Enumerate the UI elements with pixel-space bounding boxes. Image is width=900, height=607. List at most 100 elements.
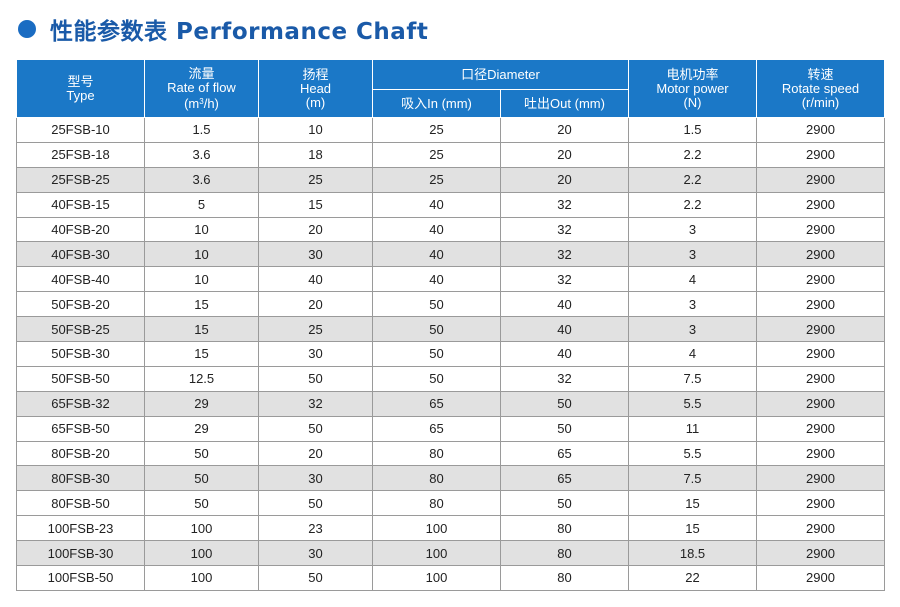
table-row: 40FSB-30 10 30 40 32 3 2900 — [16, 241, 885, 268]
cell-power: 1.5 — [628, 117, 757, 143]
table-row: 25FSB-18 3.6 18 25 20 2.2 2900 — [16, 141, 885, 168]
cell-out: 32 — [500, 216, 629, 243]
cell-head: 50 — [258, 365, 373, 392]
cell-out: 40 — [500, 316, 629, 343]
cell-power: 4 — [628, 266, 757, 293]
table-row: 50FSB-30 15 30 50 40 4 2900 — [16, 341, 885, 367]
cell-flow: 5 — [144, 191, 259, 218]
cell-speed: 2900 — [756, 316, 885, 343]
cell-head: 25 — [258, 166, 373, 193]
cell-type: 40FSB-15 — [16, 191, 145, 218]
cell-head: 30 — [258, 540, 373, 567]
cell-head: 15 — [258, 191, 373, 218]
cell-in: 50 — [372, 365, 501, 392]
cell-type: 65FSB-50 — [16, 415, 145, 442]
table-row: 80FSB-20 50 20 80 65 5.5 2900 — [16, 440, 885, 467]
col-power-en: Motor power — [656, 80, 729, 96]
cell-type: 80FSB-20 — [16, 440, 145, 467]
cell-power: 5.5 — [628, 440, 757, 467]
col-header-diameter-in: 吸入In (mm) — [372, 89, 501, 118]
cell-speed: 2900 — [756, 440, 885, 467]
col-head-en: Head — [299, 80, 332, 96]
cell-out: 65 — [500, 465, 629, 492]
col-flow-unit: (m3/h) — [146, 95, 258, 111]
cell-speed: 2900 — [756, 141, 885, 168]
cell-head: 50 — [258, 490, 373, 517]
cell-in: 65 — [372, 390, 501, 417]
cell-power: 11 — [628, 415, 757, 442]
col-head-cn: 扬程 — [302, 66, 329, 82]
cell-flow: 3.6 — [144, 166, 259, 193]
cell-power: 2.2 — [628, 166, 757, 193]
cell-out: 20 — [500, 141, 629, 168]
cell-in: 100 — [372, 515, 501, 542]
col-power-cn: 电机功率 — [666, 66, 719, 82]
cell-out: 50 — [500, 415, 629, 442]
cell-speed: 2900 — [756, 490, 885, 517]
cell-out: 80 — [500, 515, 629, 542]
cell-power: 5.5 — [628, 390, 757, 417]
cell-type: 40FSB-30 — [16, 241, 145, 268]
cell-flow: 12.5 — [144, 365, 259, 392]
cell-flow: 29 — [144, 415, 259, 442]
cell-out: 50 — [500, 490, 629, 517]
cell-power: 15 — [628, 515, 757, 542]
cell-speed: 2900 — [756, 365, 885, 392]
cell-speed: 2900 — [756, 390, 885, 417]
cell-out: 20 — [500, 117, 629, 143]
cell-speed: 2900 — [756, 216, 885, 243]
cell-in: 65 — [372, 415, 501, 442]
col-header-power: 电机功率 Motor power (N) — [628, 59, 757, 118]
table-row: 40FSB-40 10 40 40 32 4 2900 — [16, 266, 885, 293]
cell-out: 65 — [500, 440, 629, 467]
col-header-head: 扬程 Head (m) — [258, 59, 373, 118]
cell-power: 3 — [628, 216, 757, 243]
table-row: 40FSB-15 5 15 40 32 2.2 2900 — [16, 191, 885, 218]
cell-head: 30 — [258, 241, 373, 268]
cell-type: 40FSB-40 — [16, 266, 145, 293]
cell-speed: 2900 — [756, 565, 885, 591]
cell-in: 25 — [372, 117, 501, 143]
cell-out: 32 — [500, 241, 629, 268]
cell-out: 40 — [500, 341, 629, 367]
table-row: 50FSB-25 15 25 50 40 3 2900 — [16, 316, 885, 343]
cell-speed: 2900 — [756, 191, 885, 218]
cell-out: 40 — [500, 291, 629, 318]
cell-type: 50FSB-20 — [16, 291, 145, 318]
cell-power: 15 — [628, 490, 757, 517]
cell-speed: 2900 — [756, 540, 885, 567]
cell-flow: 1.5 — [144, 117, 259, 143]
col-flow-unit-sup: 3 — [199, 96, 204, 106]
cell-flow: 50 — [144, 490, 259, 517]
table-row: 65FSB-50 29 50 65 50 11 2900 — [16, 415, 885, 442]
table-row: 100FSB-50 100 50 100 80 22 2900 — [16, 565, 885, 591]
cell-out: 32 — [500, 191, 629, 218]
cell-head: 30 — [258, 465, 373, 492]
cell-in: 40 — [372, 241, 501, 268]
cell-head: 20 — [258, 216, 373, 243]
cell-in: 25 — [372, 166, 501, 193]
cell-flow: 10 — [144, 241, 259, 268]
cell-speed: 2900 — [756, 266, 885, 293]
cell-head: 25 — [258, 316, 373, 343]
table-row: 25FSB-10 1.5 10 25 20 1.5 2900 — [16, 117, 885, 143]
table-header: 型号 Type 流量 Rate of flow (m3/h) 扬程 Head (… — [16, 59, 885, 118]
cell-head: 20 — [258, 291, 373, 318]
cell-type: 65FSB-32 — [16, 390, 145, 417]
cell-out: 50 — [500, 390, 629, 417]
cell-flow: 50 — [144, 440, 259, 467]
table-row: 80FSB-50 50 50 80 50 15 2900 — [16, 490, 885, 517]
col-speed-en: Rotate speed — [781, 80, 860, 96]
cell-out: 32 — [500, 266, 629, 293]
cell-power: 3 — [628, 291, 757, 318]
cell-head: 30 — [258, 341, 373, 367]
cell-out: 32 — [500, 365, 629, 392]
table-row: 80FSB-30 50 30 80 65 7.5 2900 — [16, 465, 885, 492]
cell-speed: 2900 — [756, 515, 885, 542]
cell-out: 80 — [500, 540, 629, 567]
table-row: 40FSB-20 10 20 40 32 3 2900 — [16, 216, 885, 243]
cell-power: 2.2 — [628, 191, 757, 218]
cell-speed: 2900 — [756, 241, 885, 268]
cell-type: 25FSB-18 — [16, 141, 145, 168]
cell-speed: 2900 — [756, 415, 885, 442]
